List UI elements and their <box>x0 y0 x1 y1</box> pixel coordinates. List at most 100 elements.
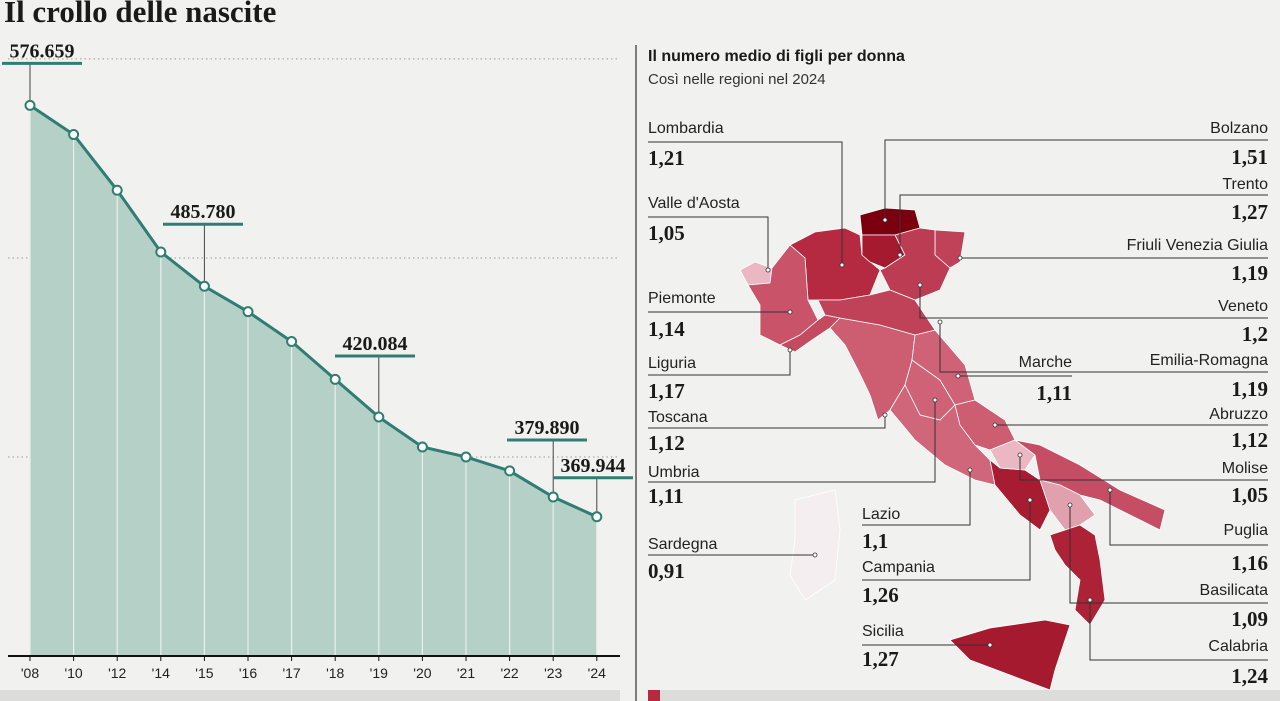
region-value: 1,05 <box>1231 483 1268 507</box>
point <box>373 411 385 423</box>
x-tick-label: '14 <box>152 665 170 681</box>
region-name: Trento <box>1222 176 1268 193</box>
point <box>416 441 428 453</box>
chart-title: Il crollo delle nascite <box>4 0 276 29</box>
leader-dot <box>787 309 793 315</box>
point <box>286 336 298 348</box>
leader-line <box>648 400 936 483</box>
leader-dot <box>897 252 903 258</box>
region-value: 1,2 <box>1242 322 1268 346</box>
leader-line <box>862 500 1031 581</box>
point <box>591 511 603 523</box>
region-name: Molise <box>1222 460 1268 477</box>
leader-line <box>1089 600 1268 661</box>
region <box>949 619 1071 691</box>
x-tick-label: '23 <box>544 665 562 681</box>
point <box>24 99 36 111</box>
leader-dot <box>957 255 963 261</box>
value-label: 379.890 <box>515 417 580 439</box>
area <box>30 105 597 657</box>
region-value: 1,05 <box>648 221 685 245</box>
point <box>329 373 341 385</box>
leader-line <box>648 216 769 270</box>
leader-dot <box>839 262 845 268</box>
leader-dot <box>1107 487 1113 493</box>
x-tick-label: '18 <box>326 665 344 681</box>
region <box>1039 479 1096 531</box>
leader-line <box>648 350 791 376</box>
region-value: 1,21 <box>648 146 685 170</box>
value-label: 576.659 <box>10 40 75 62</box>
region-value: 1,19 <box>1231 261 1268 285</box>
leader-line <box>919 285 1268 319</box>
leader-dot <box>987 642 993 648</box>
region-value: 1,16 <box>1231 551 1268 575</box>
leader-line <box>648 141 843 265</box>
region-name: Bolzano <box>1210 120 1268 137</box>
x-tick-label: '22 <box>500 665 518 681</box>
leader-dot <box>955 373 961 379</box>
region-name: Lazio <box>862 506 900 523</box>
leader-dot <box>932 397 938 403</box>
leader-line <box>1069 505 1268 604</box>
leader-dot <box>882 412 888 418</box>
point <box>460 451 472 463</box>
point <box>155 246 167 258</box>
leader-line <box>899 194 1268 255</box>
region-name: Umbria <box>648 464 700 481</box>
value-label: 420.084 <box>343 333 408 355</box>
region-name: Sardegna <box>648 536 717 553</box>
region-value: 1,11 <box>648 484 684 508</box>
leader-dot <box>917 282 923 288</box>
x-tick-label: '17 <box>282 665 300 681</box>
region <box>747 244 819 346</box>
region-value: 1,1 <box>862 529 888 553</box>
x-tick-label: '21 <box>457 665 475 681</box>
region-name: Friuli Venezia Giulia <box>1127 237 1269 254</box>
leader-dot <box>882 217 888 223</box>
region <box>817 289 936 336</box>
map-subtitle: Così nelle regioni nel 2024 <box>648 71 826 88</box>
region-name: Valle d'Aosta <box>648 195 740 212</box>
leader-line <box>884 139 1268 220</box>
x-tick-label: '20 <box>413 665 431 681</box>
leader-line <box>1019 455 1268 481</box>
point <box>504 465 516 477</box>
region-value: 1,14 <box>648 317 685 341</box>
leader-dot <box>1067 502 1073 508</box>
region-value: 1,09 <box>1231 607 1268 631</box>
region-value: 1,17 <box>648 379 685 403</box>
region-name: Veneto <box>1218 298 1268 315</box>
region-value: 1,27 <box>1231 200 1268 224</box>
region-value: 1,19 <box>1231 377 1268 401</box>
point <box>111 184 123 196</box>
region-value: 1,11 <box>1036 381 1072 405</box>
leader-dot <box>967 467 973 473</box>
region-value: 1,27 <box>862 647 899 671</box>
leader-line <box>862 470 971 526</box>
region-name: Abruzzo <box>1209 406 1268 423</box>
region-name: Calabria <box>1208 638 1268 655</box>
leader-dot <box>937 319 943 325</box>
x-tick-label: '10 <box>64 665 82 681</box>
point <box>242 306 254 318</box>
map-title: Il numero medio di figli per donna <box>648 48 905 65</box>
leader-dot <box>1027 497 1033 503</box>
footer-band <box>0 690 620 701</box>
region-name: Toscana <box>648 409 708 426</box>
point <box>68 129 80 141</box>
leader-dot <box>1017 452 1023 458</box>
x-tick-label: '19 <box>370 665 388 681</box>
leader-line <box>939 322 1268 373</box>
region-name: Piemonte <box>648 290 716 307</box>
line <box>29 104 598 519</box>
footer-band <box>648 690 1280 701</box>
region-name: Campania <box>862 559 935 576</box>
value-label: 369.944 <box>561 455 626 477</box>
region-value: 1,12 <box>1231 428 1268 452</box>
region-name: Marche <box>1019 354 1072 371</box>
region-value: 1,12 <box>648 431 685 455</box>
region <box>989 439 1036 471</box>
region-value: 1,51 <box>1231 145 1268 169</box>
region-name: Liguria <box>648 355 696 372</box>
